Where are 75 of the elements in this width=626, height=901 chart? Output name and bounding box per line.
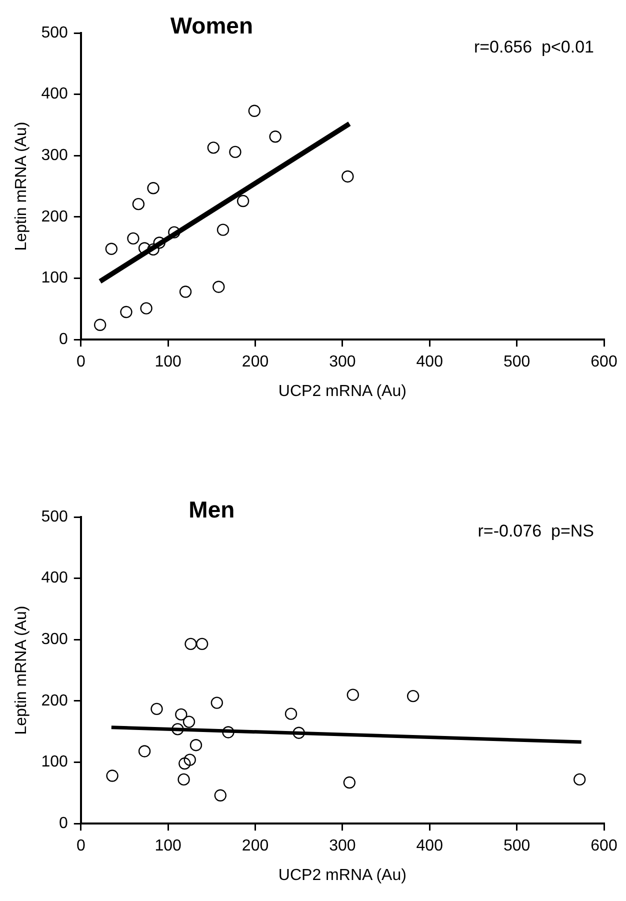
point <box>138 242 151 254</box>
chart-title: Women <box>170 12 253 38</box>
point <box>342 170 354 183</box>
point <box>182 716 196 728</box>
point <box>207 142 220 154</box>
x-axis-title: UCP2 mRNA (Au) <box>278 866 406 884</box>
point <box>153 236 166 249</box>
point <box>196 638 208 650</box>
point <box>212 280 225 293</box>
point <box>132 198 145 210</box>
point <box>236 194 250 208</box>
x-tick-label: 300 <box>329 838 356 855</box>
y-tick-label: 300 <box>41 147 68 164</box>
y-tick-label: 0 <box>58 331 68 348</box>
point <box>179 286 192 298</box>
y-tick-label: 400 <box>41 86 68 103</box>
point <box>190 739 202 752</box>
point <box>140 302 152 314</box>
x-tick-label: 400 <box>416 354 444 371</box>
point <box>406 690 420 702</box>
point <box>346 688 360 701</box>
point <box>210 696 224 709</box>
point <box>147 182 160 194</box>
x-tick-label: 200 <box>242 354 269 371</box>
point <box>343 776 356 789</box>
y-tick-label: 100 <box>41 754 68 771</box>
x-tick-label: 100 <box>154 838 182 855</box>
x-tick-label: 400 <box>416 838 444 855</box>
y-tick-label: 200 <box>41 208 68 226</box>
x-tick-label: 0 <box>76 838 86 855</box>
y-axis-title: Leptin mRNA (Au) <box>13 606 30 735</box>
point <box>216 224 230 236</box>
point <box>94 318 106 331</box>
x-tick-label: 300 <box>329 354 356 371</box>
x-tick-label: 500 <box>503 838 530 855</box>
x-tick-label: 200 <box>242 838 269 855</box>
y-tick-label: 500 <box>41 24 68 42</box>
x-tick-label: 0 <box>76 354 86 371</box>
point <box>127 232 140 245</box>
point <box>184 638 197 650</box>
annotation: r=0.656 p<0.01 <box>474 38 594 57</box>
annotation: r=-0.076 p=NS <box>478 522 594 541</box>
point <box>284 708 298 720</box>
point <box>178 773 190 786</box>
point <box>106 770 118 782</box>
point <box>175 708 188 721</box>
x-tick-label: 100 <box>154 354 182 371</box>
y-tick-label: 0 <box>58 815 68 832</box>
x-tick-label: 600 <box>590 838 618 855</box>
y-tick-label: 300 <box>41 631 68 648</box>
point <box>147 243 160 256</box>
point <box>573 773 586 786</box>
y-axis-title: Leptin mRNA (Au) <box>13 122 30 251</box>
point <box>138 745 151 758</box>
y-tick-label: 500 <box>41 508 68 526</box>
y-tick-label: 100 <box>41 270 68 287</box>
point <box>222 726 234 738</box>
y-tick-label: 400 <box>41 570 68 587</box>
point <box>248 104 260 117</box>
point <box>168 226 180 238</box>
y-tick-label: 200 <box>41 692 68 710</box>
chart-title: Men <box>188 496 235 522</box>
x-tick-label: 500 <box>503 354 530 371</box>
point <box>105 242 118 255</box>
point <box>178 757 191 770</box>
point <box>269 130 282 143</box>
point <box>150 702 163 716</box>
x-tick-label: 600 <box>590 354 618 371</box>
point <box>292 726 305 739</box>
point <box>214 789 226 802</box>
x-axis-title: UCP2 mRNA (Au) <box>278 382 406 400</box>
point <box>120 306 132 318</box>
point <box>184 754 196 766</box>
point <box>172 723 184 736</box>
point <box>229 146 242 158</box>
